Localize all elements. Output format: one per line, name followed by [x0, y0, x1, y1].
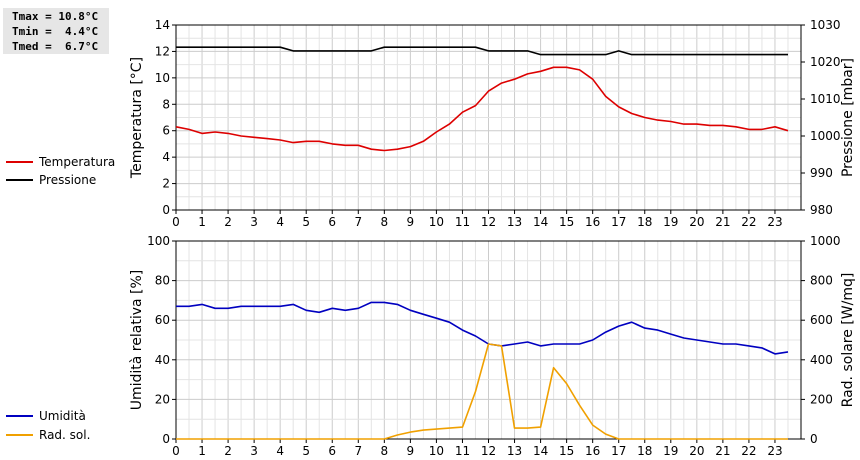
x-tick-label: 18 — [637, 444, 652, 458]
x-tick-label: 23 — [767, 444, 782, 458]
stat-tmin: Tmin = 4.4°C — [12, 25, 99, 38]
y-left-axis-title: Umidità relativa [%] — [129, 270, 145, 411]
x-tick-label: 12 — [481, 444, 496, 458]
x-tick-label: 23 — [767, 215, 782, 229]
legend-swatch — [6, 179, 33, 181]
x-tick-label: 2 — [224, 215, 232, 229]
x-tick-label: 9 — [407, 444, 415, 458]
legend-label: Rad. sol. — [39, 428, 91, 442]
y-left-tick-label: 12 — [155, 44, 170, 58]
y-right-tick-label: 800 — [810, 274, 833, 288]
y-left-tick-label: 14 — [155, 18, 170, 32]
legend-label: Temperatura — [39, 155, 116, 169]
x-tick-label: 12 — [481, 215, 496, 229]
x-tick-label: 16 — [585, 444, 600, 458]
x-tick-label: 3 — [250, 215, 258, 229]
x-tick-label: 14 — [533, 444, 548, 458]
stats-box: Tmax = 10.8°C Tmin = 4.4°C Tmed = 6.7°C — [3, 8, 109, 54]
x-tick-label: 17 — [611, 215, 626, 229]
x-tick-label: 7 — [354, 444, 362, 458]
x-tick-label: 0 — [172, 215, 180, 229]
y-left-tick-label: 60 — [155, 313, 170, 327]
x-tick-label: 11 — [455, 215, 470, 229]
y-right-tick-label: 1030 — [810, 18, 841, 32]
y-left-tick-label: 6 — [162, 124, 170, 138]
x-tick-label: 21 — [715, 444, 730, 458]
x-tick-label: 0 — [172, 444, 180, 458]
y-right-tick-label: 1020 — [810, 55, 841, 69]
y-left-tick-label: 20 — [155, 392, 170, 406]
legend-label: Pressione — [39, 173, 97, 187]
y-right-tick-label: 600 — [810, 313, 833, 327]
chart-panel-1: 0 1 2 3 4 5 6 7 8 9 10 11 12 13 14 15 16 17 18 19 20 21 22 2302… — [129, 18, 856, 229]
x-tick-label: 8 — [381, 215, 389, 229]
x-tick-label: 15 — [559, 215, 574, 229]
y-right-tick-label: 990 — [810, 166, 833, 180]
x-tick-label: 20 — [689, 215, 704, 229]
x-tick-label: 15 — [559, 444, 574, 458]
x-tick-label: 22 — [741, 215, 756, 229]
x-tick-label: 1 — [198, 215, 206, 229]
x-tick-label: 5 — [302, 444, 310, 458]
x-tick-label: 1 — [198, 444, 206, 458]
x-tick-label: 6 — [328, 215, 336, 229]
x-tick-label: 4 — [276, 215, 284, 229]
x-tick-label: 22 — [741, 444, 756, 458]
x-tick-label: 21 — [715, 215, 730, 229]
x-tick-label: 2 — [224, 444, 232, 458]
y-right-tick-label: 0 — [810, 432, 818, 446]
y-right-tick-label: 1000 — [810, 129, 841, 143]
series-line-pressione — [176, 46, 788, 56]
y-left-tick-label: 2 — [162, 177, 170, 191]
stat-tmax: Tmax = 10.8°C — [12, 10, 99, 23]
y-left-tick-label: 10 — [155, 71, 170, 85]
y-left-tick-label: 100 — [147, 234, 170, 248]
chart-panel-2: 0 1 2 3 4 5 6 7 8 9 10 11 12 13 14 15 16 17 18 19 20 21 22 2302… — [129, 234, 856, 458]
legend-swatch — [6, 415, 33, 417]
x-tick-label: 5 — [302, 215, 310, 229]
y-right-tick-label: 980 — [810, 203, 833, 217]
stat-tmed: Tmed = 6.7°C — [12, 40, 99, 53]
x-tick-label: 13 — [507, 444, 522, 458]
y-left-tick-label: 0 — [162, 432, 170, 446]
y-left-tick-label: 40 — [155, 353, 170, 367]
y-left-tick-label: 80 — [155, 274, 170, 288]
x-tick-label: 19 — [663, 215, 678, 229]
y-left-axis-title: Temperatura [°C] — [129, 57, 145, 179]
y-left-tick-label: 0 — [162, 203, 170, 217]
x-tick-label: 11 — [455, 444, 470, 458]
y-right-tick-label: 1000 — [810, 234, 841, 248]
x-tick-label: 4 — [276, 444, 284, 458]
legend-swatch — [6, 434, 33, 436]
x-tick-label: 13 — [507, 215, 522, 229]
series-line-umidit- — [176, 301, 789, 355]
y-right-axis-title: Pressione [mbar] — [840, 58, 856, 177]
x-tick-label: 8 — [381, 444, 389, 458]
series-line-rad-sol- — [176, 343, 788, 440]
x-tick-label: 17 — [611, 444, 626, 458]
legend-swatch — [6, 161, 33, 163]
x-tick-label: 9 — [407, 215, 415, 229]
y-right-tick-label: 400 — [810, 353, 833, 367]
y-right-tick-label: 200 — [810, 392, 833, 406]
y-left-tick-label: 4 — [162, 150, 170, 164]
y-left-tick-label: 8 — [162, 97, 170, 111]
x-tick-label: 10 — [429, 215, 444, 229]
x-tick-label: 3 — [250, 444, 258, 458]
x-tick-label: 14 — [533, 215, 548, 229]
x-tick-label: 7 — [354, 215, 362, 229]
x-tick-label: 20 — [689, 444, 704, 458]
x-tick-label: 19 — [663, 444, 678, 458]
y-right-tick-label: 1010 — [810, 92, 841, 106]
x-tick-label: 10 — [429, 444, 444, 458]
series-line-temperatura — [175, 66, 789, 152]
legend-label: Umidità — [39, 409, 86, 423]
y-right-axis-title: Rad. solare [W/mq] — [840, 273, 856, 408]
x-tick-label: 16 — [585, 215, 600, 229]
x-tick-label: 6 — [328, 444, 336, 458]
x-tick-label: 18 — [637, 215, 652, 229]
